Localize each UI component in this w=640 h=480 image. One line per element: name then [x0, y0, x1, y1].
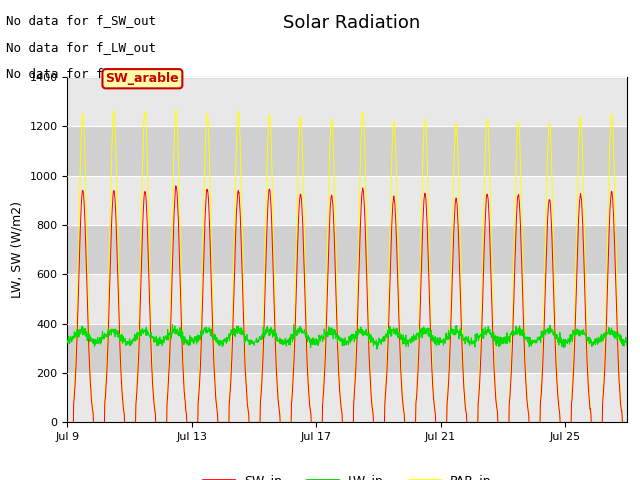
- Text: SW_arable: SW_arable: [106, 72, 179, 85]
- Bar: [67, 373, 627, 422]
- Bar: [67, 176, 627, 225]
- Y-axis label: LW, SW (W/m2): LW, SW (W/m2): [11, 201, 24, 298]
- Text: No data for f_LW_out: No data for f_LW_out: [6, 41, 156, 54]
- Bar: [67, 225, 627, 274]
- Text: No data for f_SW_out: No data for f_SW_out: [6, 14, 156, 27]
- Bar: [67, 126, 627, 176]
- Text: Solar Radiation: Solar Radiation: [284, 14, 420, 33]
- Bar: [67, 77, 627, 126]
- Text: No data for f_PAR_out: No data for f_PAR_out: [6, 67, 164, 80]
- Legend: SW_in, LW_in, PAR_in: SW_in, LW_in, PAR_in: [198, 469, 497, 480]
- Bar: [67, 274, 627, 324]
- Bar: [67, 324, 627, 373]
